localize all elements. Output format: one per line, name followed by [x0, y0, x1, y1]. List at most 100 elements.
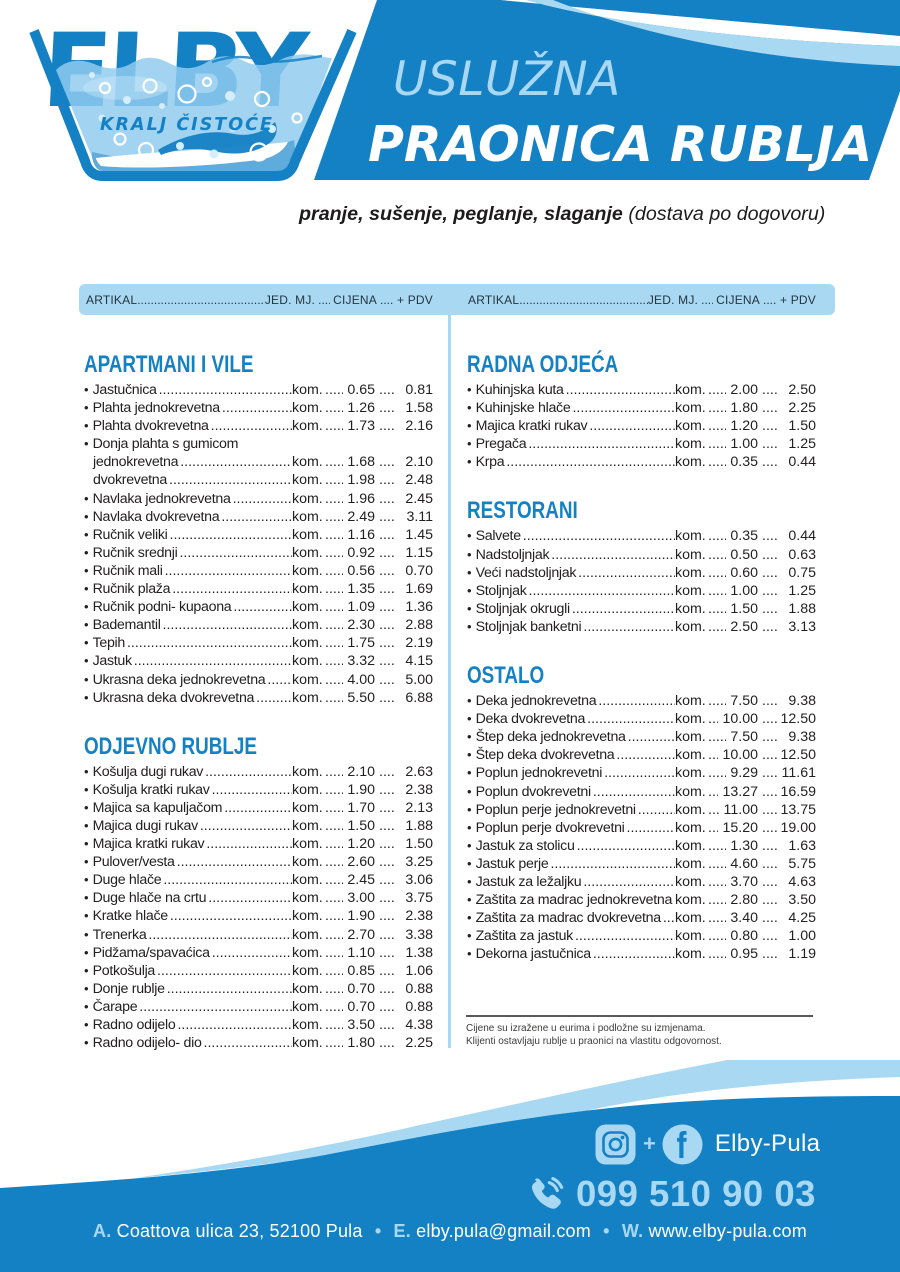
- item-unit: kom.: [292, 400, 323, 417]
- item-price: 2.45: [347, 872, 375, 889]
- item-price: 0.70: [347, 998, 375, 1015]
- web-text: www.elby-pula.com: [648, 1221, 807, 1241]
- price-section: RESTORANI•Salvetekom.0.350.44•Nadstoljnj…: [467, 498, 816, 636]
- item-unit: kom.: [292, 890, 323, 907]
- item-name-cell: • Donje rublje: [84, 980, 292, 998]
- dot-leader: [325, 763, 343, 781]
- item-unit: kom.: [292, 763, 323, 780]
- price-section: ODJEVNO RUBLJE•Košulja dugi rukavkom.2.1…: [84, 732, 433, 1053]
- bullet: •: [84, 926, 89, 942]
- dot-leader: [708, 417, 726, 435]
- price-cell: 2.30: [325, 616, 375, 634]
- price-row: •Poplun dvokrevetnikom.13.2716.59: [467, 783, 816, 801]
- bullet: •: [84, 799, 89, 815]
- dot-leader: [708, 527, 726, 545]
- price-row: •Ručnik malikom.0.560.70: [84, 562, 433, 580]
- dot-leader: [325, 381, 343, 399]
- item-name: Majica dugi rukav: [92, 817, 199, 834]
- bullet: •: [467, 382, 472, 397]
- price-row: •Duge hlače na crtukom.3.003.75: [84, 889, 433, 907]
- note-line: Klijenti ostavljaju rublje u praonici na…: [466, 1036, 722, 1047]
- item-unit: kom.: [292, 544, 323, 561]
- subtitle: pranje, sušenje, peglanje, slaganje (dos…: [299, 203, 825, 226]
- bullet: •: [467, 801, 472, 817]
- dot-leader: [762, 564, 779, 582]
- dot-leader: [762, 945, 779, 963]
- item-vat-price: 4.25: [788, 910, 816, 927]
- item-vat-price: 5.00: [405, 671, 433, 688]
- notes-rule: [466, 1015, 813, 1017]
- item-unit: kom.: [675, 582, 706, 599]
- item-price: 2.50: [730, 618, 758, 635]
- price-cell: 1.50: [325, 817, 375, 835]
- item-name-cell: • Poplun jednokrevetni: [467, 764, 675, 782]
- bullet: •: [467, 418, 472, 434]
- item-name-cell: dvokrevetna: [84, 471, 292, 489]
- bullet: •: [84, 617, 89, 633]
- item-unit: kom.: [675, 783, 706, 800]
- item-vat-price: 1.88: [788, 600, 816, 617]
- price-cell: 1.73: [325, 417, 375, 435]
- item-price: 1.80: [730, 400, 758, 417]
- item-vat-price: 1.45: [405, 526, 433, 543]
- section-title: ODJEVNO RUBLJE: [84, 732, 257, 760]
- price-cell: 3.32: [325, 652, 375, 670]
- bullet: •: [467, 618, 472, 634]
- dot-leader: [325, 471, 343, 489]
- bullet: •: [84, 635, 89, 651]
- item-name: jednokrevetna: [93, 454, 179, 471]
- item-price: 2.49: [347, 508, 375, 525]
- dot-leader: [325, 490, 343, 508]
- dot-leader: [708, 746, 718, 764]
- item-name-cell: • Majica sa kapuljačom: [84, 799, 292, 817]
- price-cell: 5.50: [325, 689, 375, 707]
- dot-leader: [762, 855, 779, 873]
- item-unit: kom.: [292, 926, 323, 943]
- logo-tub: [29, 28, 357, 181]
- item-price: 7.50: [730, 693, 758, 710]
- dot-leader: [379, 598, 396, 616]
- dot-leader: [583, 618, 675, 636]
- web-label: W.: [621, 1221, 644, 1241]
- dot-leader: [577, 837, 675, 855]
- price-row: •Majica sa kapuljačomkom.1.702.13: [84, 799, 433, 817]
- item-vat-price: 0.75: [788, 564, 816, 581]
- item-vat-price: 1.38: [405, 944, 433, 961]
- price-row: •Zaštita za jastukkom.0.801.00: [467, 927, 816, 945]
- dot-leader: [325, 652, 343, 670]
- dot-leader: [325, 671, 343, 689]
- bullet: •: [84, 400, 89, 416]
- dot-leader: [325, 1034, 343, 1052]
- dot-leader: [222, 399, 292, 417]
- bullet: •: [467, 693, 472, 709]
- logo-water-swirl: [158, 122, 277, 155]
- item-price: 3.70: [730, 873, 758, 890]
- header-graphic: USLUŽNA PRAONICA RUBLJA ELBY: [29, 0, 900, 181]
- column-divider: [448, 315, 451, 1048]
- item-name-cell: • Radno odijelo- dio: [84, 1034, 292, 1052]
- item-unit: kom.: [675, 400, 706, 417]
- item-unit: kom.: [675, 873, 706, 890]
- dot-leader: [325, 399, 343, 417]
- item-name: Štep deka dvokrevetna: [475, 747, 615, 764]
- item-unit: kom.: [292, 1035, 323, 1052]
- price-row: •Radno odijelokom.3.504.38: [84, 1016, 433, 1034]
- dot-leader: [762, 819, 779, 837]
- item-vat-price: 3.13: [788, 618, 816, 635]
- item-name: Poplun dvokrevetni: [475, 783, 592, 800]
- dot-leader: [379, 417, 396, 435]
- item-unit: kom.: [292, 635, 323, 652]
- item-name-cell: • Ručnik mali: [84, 562, 292, 580]
- price-cell: 1.09: [325, 598, 375, 616]
- item-name-cell: • Štep deka jednokrevetna: [467, 728, 675, 746]
- price-row: •Deka dvokrevetnakom.10.0012.50: [467, 710, 816, 728]
- dot-leader: [325, 781, 343, 799]
- price-row: •Poplun perje dvokrevetnikom.15.2019.00: [467, 819, 816, 837]
- item-name: Duge hlače na crtu: [92, 890, 207, 907]
- dot-leader: [379, 817, 396, 835]
- item-vat-price: 2.25: [788, 400, 816, 417]
- item-price: 0.95: [730, 946, 758, 963]
- item-unit: kom.: [675, 546, 706, 563]
- dot-leader: [148, 926, 292, 944]
- item-name-cell: • Plahta jednokrevetna: [84, 399, 292, 417]
